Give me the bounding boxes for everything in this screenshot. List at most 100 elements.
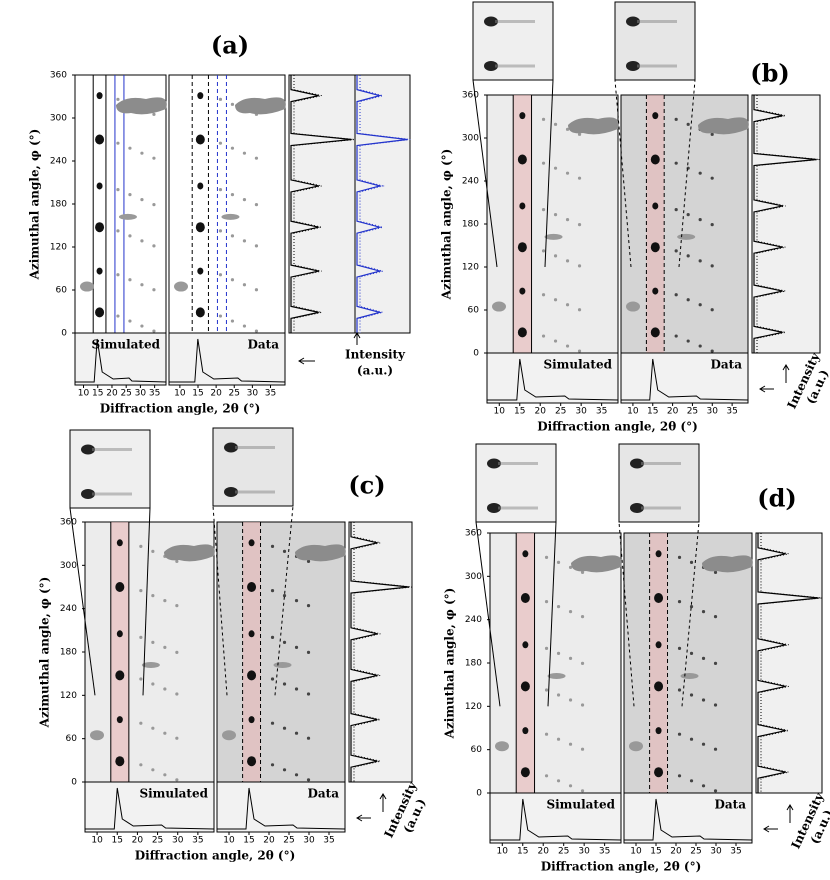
shadow-dot xyxy=(626,301,640,312)
faint-spot xyxy=(218,188,223,192)
spot xyxy=(522,727,529,735)
faint-spot xyxy=(568,698,573,702)
faint-spot xyxy=(140,324,144,328)
faint-spot xyxy=(580,789,585,793)
pattern-image xyxy=(489,532,622,794)
spot xyxy=(195,134,205,145)
faint-spot xyxy=(553,122,558,126)
faint-spot xyxy=(306,604,311,608)
faint-spot xyxy=(306,736,311,740)
y-tick-label: 240 xyxy=(465,615,482,625)
faint-spot xyxy=(710,308,714,312)
faint-spot xyxy=(282,549,287,554)
faint-spot xyxy=(686,298,690,302)
x-tick-label: 20 xyxy=(534,407,546,417)
spot xyxy=(655,550,662,558)
spot xyxy=(517,242,527,253)
zoom-spot xyxy=(487,458,501,469)
faint-spot xyxy=(568,742,573,746)
faint-spot xyxy=(674,161,678,165)
y-tick-label: 60 xyxy=(471,745,483,755)
faint-spot xyxy=(175,778,179,782)
spot xyxy=(654,593,664,603)
y-axis-label: Azimuthal angle, φ (°) xyxy=(38,577,52,729)
y-tick-label: 0 xyxy=(71,778,77,788)
faint-spot xyxy=(152,156,156,160)
shadow-blob xyxy=(571,555,622,573)
faint-spot xyxy=(698,218,702,222)
faint-spot xyxy=(230,319,235,323)
faint-spot xyxy=(242,324,247,328)
faint-spot xyxy=(139,677,143,681)
x-tick-label: 10 xyxy=(174,389,186,399)
faint-spot xyxy=(254,288,259,292)
faint-spot xyxy=(580,615,585,619)
faint-spot xyxy=(556,605,561,609)
profile-strip xyxy=(620,352,749,404)
faint-spot xyxy=(242,283,247,287)
x-tick-label: 20 xyxy=(106,389,118,399)
faint-spot xyxy=(677,774,682,778)
highlight-band xyxy=(513,95,532,353)
radial-profile xyxy=(169,338,286,383)
faint-spot xyxy=(140,283,144,287)
faint-spot xyxy=(282,640,287,645)
shadow-dot xyxy=(629,741,643,752)
x-tick-label: 15 xyxy=(514,407,525,417)
y-tick-label: 0 xyxy=(61,329,67,339)
faint-spot xyxy=(565,127,570,131)
faint-spot xyxy=(577,176,582,180)
x-tick-label: 25 xyxy=(558,847,569,857)
faint-spot xyxy=(230,102,235,106)
intensity-units: (a.u.) xyxy=(357,364,393,378)
shadow-dot xyxy=(90,730,104,741)
faint-spot xyxy=(698,171,702,175)
faint-spot xyxy=(128,278,132,282)
spot xyxy=(520,681,530,692)
pattern-image xyxy=(620,94,749,354)
faint-spot xyxy=(218,97,223,101)
zoom-lead xyxy=(544,79,554,268)
spot xyxy=(520,767,530,778)
faint-spot xyxy=(282,682,287,686)
spot xyxy=(650,327,660,338)
y-tick-label: 300 xyxy=(462,134,479,144)
y-tick-label: 120 xyxy=(465,702,482,712)
spot xyxy=(519,287,526,295)
x-tick-label: 30 xyxy=(172,836,184,846)
faint-spot xyxy=(140,198,144,202)
spot xyxy=(248,630,255,638)
y-tick-label: 240 xyxy=(50,157,67,167)
spot xyxy=(116,716,123,724)
spot xyxy=(517,327,527,338)
faint-spot xyxy=(701,656,706,661)
faint-spot xyxy=(674,249,678,253)
radial-profile xyxy=(487,358,619,401)
shadow-dash xyxy=(273,662,292,668)
faint-spot xyxy=(674,334,678,338)
spot xyxy=(520,593,530,603)
y-axis-label: Azimuthal angle, φ (°) xyxy=(28,129,42,281)
x-axis-label: Diffraction angle, 2θ (°) xyxy=(135,849,296,863)
faint-spot xyxy=(175,650,179,655)
x-tick-label: 10 xyxy=(91,836,103,846)
shadow-blob xyxy=(568,117,619,135)
zoom-lead xyxy=(69,507,96,696)
faint-spot xyxy=(674,208,678,212)
shadow-blob xyxy=(698,117,749,135)
faint-spot xyxy=(254,244,259,248)
faint-spot xyxy=(270,677,275,681)
spot xyxy=(519,202,526,210)
faint-spot xyxy=(270,635,275,640)
faint-spot xyxy=(689,651,694,656)
faint-spot xyxy=(151,594,155,598)
x-tick-label: 30 xyxy=(710,847,722,857)
faint-spot xyxy=(713,747,718,751)
shadow-dot xyxy=(80,281,94,292)
shadow-dot xyxy=(222,730,236,741)
faint-spot xyxy=(544,600,549,604)
zoom-spot xyxy=(626,16,640,27)
panel-label: (b) xyxy=(750,59,790,88)
profile-strip xyxy=(216,781,346,833)
faint-spot xyxy=(230,234,235,238)
